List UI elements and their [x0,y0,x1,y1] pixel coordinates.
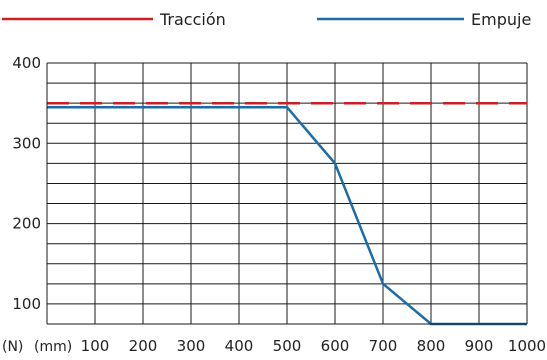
x-tick-label: 300 [177,337,206,355]
x-unit-label: (mm) [34,339,72,355]
x-tick-label: 900 [465,337,494,355]
x-tick-label: 800 [417,337,446,355]
legend-label: Tracción [159,10,226,29]
y-tick-label: 300 [12,134,41,152]
x-tick-label: 700 [369,337,398,355]
y-unit-label: (N) [2,339,23,355]
x-tick-label: 1000 [508,337,546,355]
x-tick-label: 500 [273,337,302,355]
legend: Tracción Empuje [2,10,531,29]
y-tick-label: 400 [12,54,41,72]
x-tick-label: 600 [321,337,350,355]
y-tick-label: 200 [12,215,41,233]
legend-label: Empuje [471,10,531,29]
x-tick-label: 200 [129,337,158,355]
x-tick-label: 100 [81,337,110,355]
x-tick-label: 400 [225,337,254,355]
y-tick-label: 100 [12,295,41,313]
axes: 100 200 300 400 100 200 300 400 500 600 700 800 900 1… [2,54,546,355]
